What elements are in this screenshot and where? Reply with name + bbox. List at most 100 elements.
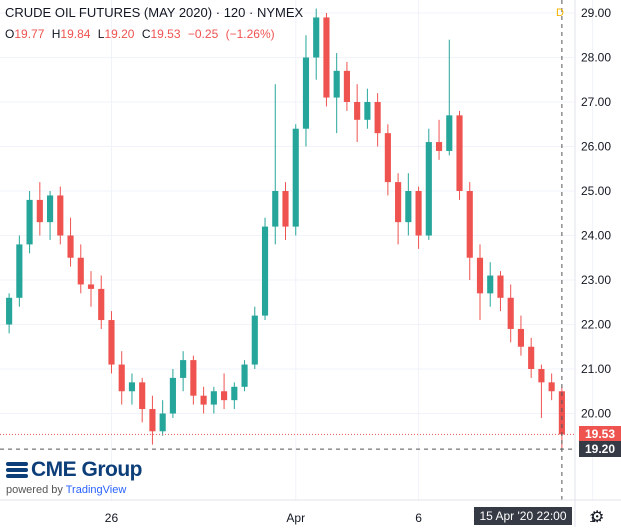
down-candle-body	[149, 409, 156, 432]
y-tick-label: 22.00	[581, 318, 611, 332]
down-candle-body	[57, 195, 64, 236]
close-value: 19.53	[150, 27, 181, 41]
up-candle-body	[128, 382, 136, 392]
down-candle-body	[415, 191, 422, 236]
up-candle-body	[364, 102, 371, 120]
up-candle-body	[241, 364, 248, 387]
up-candle-body	[302, 57, 310, 129]
x-tick-label: Apr	[286, 511, 305, 525]
down-candle-body	[354, 102, 361, 120]
legend-separator: ·	[249, 5, 254, 20]
cme-logo-icon	[6, 462, 28, 478]
last-price-tag: 19.53	[579, 426, 621, 443]
tradingview-link[interactable]: TradingView	[65, 484, 127, 496]
down-candle-body	[221, 391, 228, 401]
y-tick-label: 24.00	[581, 229, 611, 243]
up-candle-body	[425, 142, 432, 236]
low-label: L	[97, 27, 105, 41]
down-candle-body	[118, 364, 125, 392]
down-candle-body	[384, 133, 391, 183]
y-tick-label: 29.00	[581, 6, 611, 20]
gear-icon[interactable]: ⚙	[590, 509, 605, 526]
cme-group-logo[interactable]: CME Group powered by TradingView	[6, 458, 143, 496]
up-candle-body	[251, 315, 258, 365]
open-label: O	[5, 27, 15, 41]
change-value: −0.25	[187, 27, 219, 41]
grid	[0, 0, 594, 500]
ohlc-values: O19.77 H19.84 L19.20 C19.53 −0.25 (−1.26…	[5, 27, 279, 41]
down-candle-body	[548, 382, 555, 392]
up-candle-body	[487, 275, 494, 294]
crosshair-price-tag: 19.20	[579, 441, 621, 458]
down-candle-body	[282, 191, 289, 227]
up-candle-body	[180, 360, 187, 378]
down-candle-body	[558, 391, 565, 435]
down-candle-body	[476, 257, 484, 294]
low-value: 19.20	[104, 27, 135, 41]
y-tick-label: 21.00	[581, 362, 611, 376]
symbol-name: CRUDE OIL FUTURES (MAY 2020)	[5, 5, 213, 20]
symbol-exchange: NYMEX	[256, 5, 304, 20]
down-candle-body	[528, 346, 535, 369]
day-marker: D	[556, 7, 564, 19]
up-candle-body	[292, 128, 299, 227]
change-percent: (−1.26%)	[225, 27, 275, 41]
down-candle-body	[139, 382, 146, 410]
down-candle-body	[395, 182, 402, 223]
symbol-legend[interactable]: CRUDE OIL FUTURES (MAY 2020) · 120 · NYM…	[5, 5, 303, 20]
open-value: 19.77	[14, 27, 45, 41]
up-candle-body	[231, 386, 238, 401]
reference-lines	[0, 0, 575, 500]
down-candle-body	[200, 395, 207, 405]
up-candle-body	[446, 115, 453, 151]
up-candle-body	[26, 199, 33, 245]
y-tick-label: 26.00	[581, 140, 611, 154]
y-tick-label: 23.00	[581, 273, 611, 287]
logo-text: CME Group	[31, 458, 143, 481]
high-value: 19.84	[60, 27, 91, 41]
x-tick-label: 26	[105, 511, 119, 525]
down-candle-body	[98, 288, 105, 321]
down-candle-body	[343, 70, 350, 102]
up-candle-body	[169, 377, 176, 414]
down-candle-body	[77, 257, 84, 285]
powered-by: powered by TradingView	[6, 484, 142, 496]
down-candle-body	[67, 235, 74, 258]
down-candle-body	[435, 142, 443, 151]
down-candle-body	[374, 102, 381, 134]
down-candle-body	[190, 360, 197, 396]
y-tick-label: 28.00	[581, 51, 611, 65]
down-candle-body	[108, 320, 115, 365]
high-label: H	[51, 27, 61, 41]
symbol-interval: 120	[223, 5, 246, 20]
up-candle-body	[6, 297, 13, 325]
up-candle-body	[405, 191, 412, 223]
down-candle-body	[517, 328, 525, 347]
up-candle-body	[272, 191, 279, 227]
y-tick-label: 27.00	[581, 95, 611, 109]
down-candle-body	[36, 199, 43, 223]
legend-separator: ·	[215, 5, 221, 20]
down-candle-body	[87, 284, 95, 289]
up-candle-body	[159, 413, 166, 432]
up-candle-body	[261, 226, 269, 316]
up-candle-body	[210, 391, 217, 405]
down-candle-body	[497, 275, 504, 298]
up-candle-body	[16, 244, 23, 298]
x-tick-label: 6	[415, 511, 422, 525]
up-candle-body	[333, 70, 340, 98]
candles	[6, 8, 565, 450]
down-candle-body	[456, 115, 463, 191]
y-tick-label: 25.00	[581, 184, 611, 198]
down-candle-body	[466, 191, 473, 258]
x-tick-label: 1	[589, 511, 596, 525]
down-candle-body	[323, 17, 330, 98]
y-tick-label: 20.00	[581, 407, 611, 421]
down-candle-body	[538, 369, 545, 383]
up-candle-body	[46, 195, 54, 223]
close-label: C	[141, 27, 151, 41]
crosshair-time-label: 15 Apr '20 22:00	[474, 507, 572, 525]
